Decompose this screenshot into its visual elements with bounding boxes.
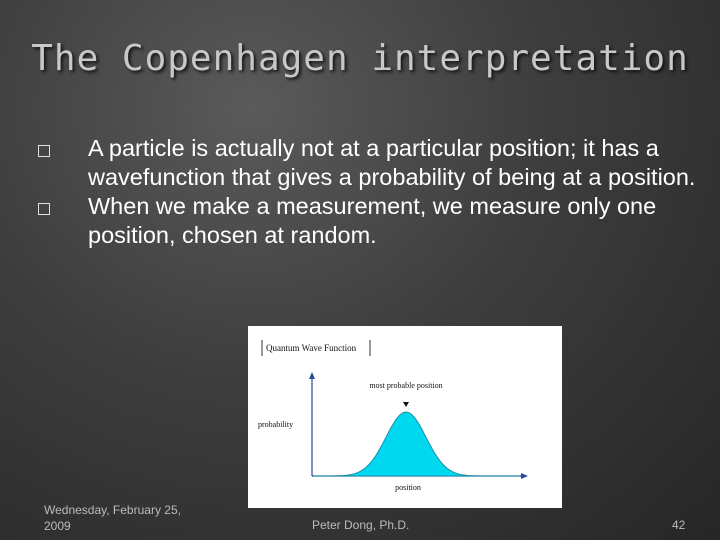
wave-function-diagram: Quantum Wave Function most probable posi… [258,340,528,492]
x-axis-arrow-icon [521,473,528,479]
footer-author: Peter Dong, Ph.D. [312,518,410,532]
bullet-list: A particle is actually not at a particul… [38,134,698,250]
peak-label: most probable position [369,381,442,390]
footer-date: Wednesday, February 25, 2009 [44,503,181,533]
x-axis-label: position [395,483,421,492]
bullet-text: A particle is actually not at a particul… [88,135,696,190]
bullet-text: When we make a measurement, we measure o… [88,193,657,248]
y-axis-arrow-icon [309,372,315,379]
probability-curve [314,411,520,477]
bullet-square-icon [38,145,50,157]
peak-marker-icon [403,402,409,407]
bullet-item: A particle is actually not at a particul… [38,134,698,192]
slide-title: The Copenhagen interpretation [31,38,689,79]
page-number: 42 [672,518,686,532]
bullet-square-icon [38,203,50,215]
wave-function-figure: Quantum Wave Function most probable posi… [248,326,562,508]
figure-header-text: Quantum Wave Function [266,343,357,353]
bullet-item: When we make a measurement, we measure o… [38,192,698,250]
y-axis-label: probability [258,420,293,429]
